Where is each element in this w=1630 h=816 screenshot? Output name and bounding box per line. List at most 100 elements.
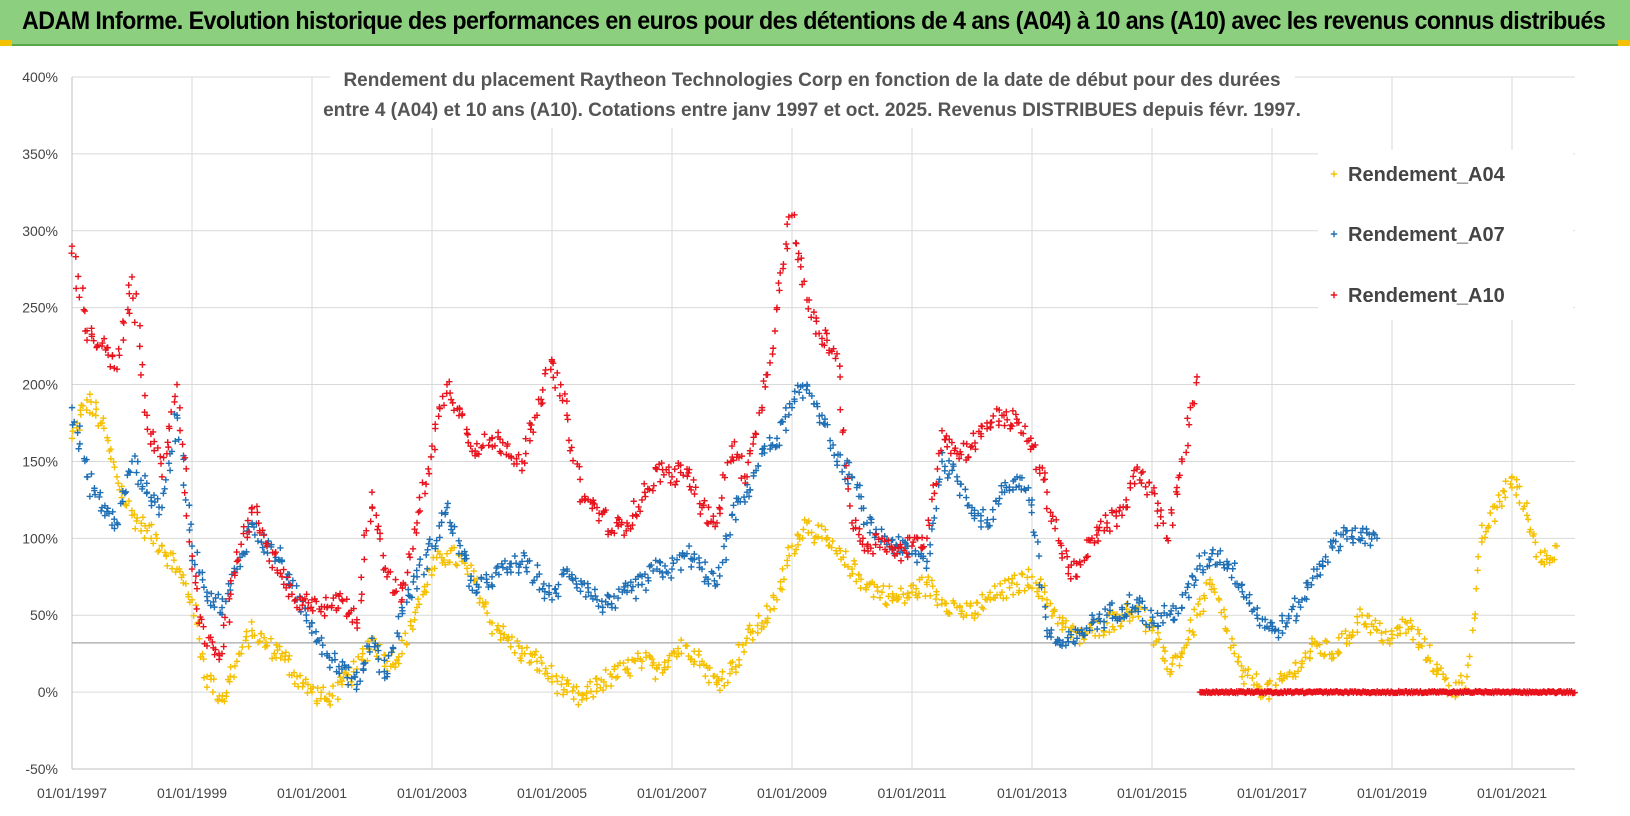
- data-point: [1041, 469, 1049, 477]
- data-point: [891, 552, 899, 559]
- data-point: [716, 504, 723, 511]
- data-point: [251, 632, 258, 639]
- data-point: [1136, 476, 1144, 484]
- data-point: [1035, 552, 1043, 560]
- data-point: [801, 516, 808, 524]
- data-point: [134, 480, 142, 488]
- data-point: [947, 450, 955, 457]
- data-point: [1178, 455, 1186, 463]
- data-point: [409, 625, 417, 633]
- data-point: [1163, 665, 1171, 673]
- data-point: [823, 337, 831, 344]
- data-point: [815, 330, 823, 337]
- data-point: [166, 467, 174, 474]
- data-point: [404, 569, 411, 576]
- data-point: [1372, 617, 1379, 624]
- data-point: [409, 545, 417, 553]
- data-point: [522, 435, 529, 442]
- data-point: [425, 465, 432, 473]
- data-point: [743, 635, 751, 642]
- data-point: [210, 598, 217, 606]
- data-point: [1174, 491, 1181, 498]
- zero-band: [1196, 687, 1578, 697]
- data-point: [1155, 636, 1163, 643]
- data-point: [821, 415, 829, 423]
- data-point: [669, 554, 676, 562]
- data-point: [76, 440, 84, 448]
- data-point: [446, 519, 454, 526]
- data-point: [226, 678, 233, 685]
- data-point: [1100, 624, 1108, 631]
- data-point: [1025, 497, 1033, 504]
- data-point: [315, 637, 323, 644]
- data-point: [731, 438, 738, 445]
- data-point: [575, 689, 582, 697]
- data-point: [1149, 613, 1156, 621]
- data-point: [167, 408, 175, 416]
- data-point: [784, 544, 792, 551]
- data-point: [946, 610, 953, 617]
- data-point: [68, 249, 75, 257]
- data-point: [358, 590, 365, 598]
- data-point: [635, 503, 642, 511]
- data-point: [593, 688, 600, 695]
- data-point: [987, 596, 994, 603]
- data-point: [1033, 588, 1041, 595]
- data-point: [507, 643, 514, 650]
- data-point: [956, 492, 963, 499]
- legend-label: Rendement_A07: [1348, 224, 1505, 246]
- data-point: [1316, 561, 1323, 568]
- data-point: [1309, 574, 1316, 582]
- data-point: [735, 656, 743, 663]
- data-point: [752, 431, 760, 438]
- data-point: [1235, 658, 1242, 665]
- data-point: [163, 450, 171, 457]
- data-point: [220, 622, 227, 629]
- data-point: [889, 590, 896, 598]
- data-point: [212, 594, 219, 602]
- data-point: [157, 453, 164, 460]
- data-point: [1151, 490, 1158, 497]
- data-point: [411, 526, 418, 533]
- data-point: [732, 516, 740, 523]
- data-point: [1342, 627, 1349, 635]
- data-point: [219, 595, 226, 603]
- data-point: [321, 612, 328, 619]
- data-point: [667, 574, 675, 582]
- data-point: [1191, 582, 1198, 589]
- data-point: [313, 598, 320, 605]
- data-point: [395, 633, 403, 640]
- data-point: [551, 586, 559, 593]
- data-point: [579, 692, 587, 699]
- data-point: [933, 505, 940, 512]
- data-point: [384, 569, 392, 576]
- data-point: [971, 507, 978, 514]
- data-point: [642, 493, 649, 500]
- data-point: [231, 662, 239, 670]
- data-point: [94, 341, 101, 349]
- data-point: [109, 351, 116, 359]
- data-point: [1265, 695, 1273, 703]
- data-point: [1058, 554, 1066, 562]
- data-point: [1193, 379, 1200, 386]
- data-point: [810, 539, 818, 546]
- data-point: [1298, 660, 1306, 667]
- data-point: [1541, 561, 1548, 568]
- data-point: [1124, 600, 1131, 607]
- data-point: [857, 575, 865, 583]
- data-point: [97, 420, 104, 427]
- data-point: [1516, 499, 1523, 507]
- data-point: [933, 480, 940, 487]
- data-point: [539, 399, 546, 407]
- data-point: [1081, 632, 1088, 639]
- data-point: [718, 675, 726, 683]
- data-point: [512, 559, 520, 567]
- data-point: [350, 658, 357, 665]
- data-point: [572, 575, 579, 582]
- data-point: [773, 596, 781, 604]
- data-point: [559, 691, 567, 698]
- data-point: [738, 452, 746, 460]
- data-point: [1015, 482, 1023, 490]
- data-point: [1185, 421, 1193, 428]
- data-point: [399, 610, 406, 617]
